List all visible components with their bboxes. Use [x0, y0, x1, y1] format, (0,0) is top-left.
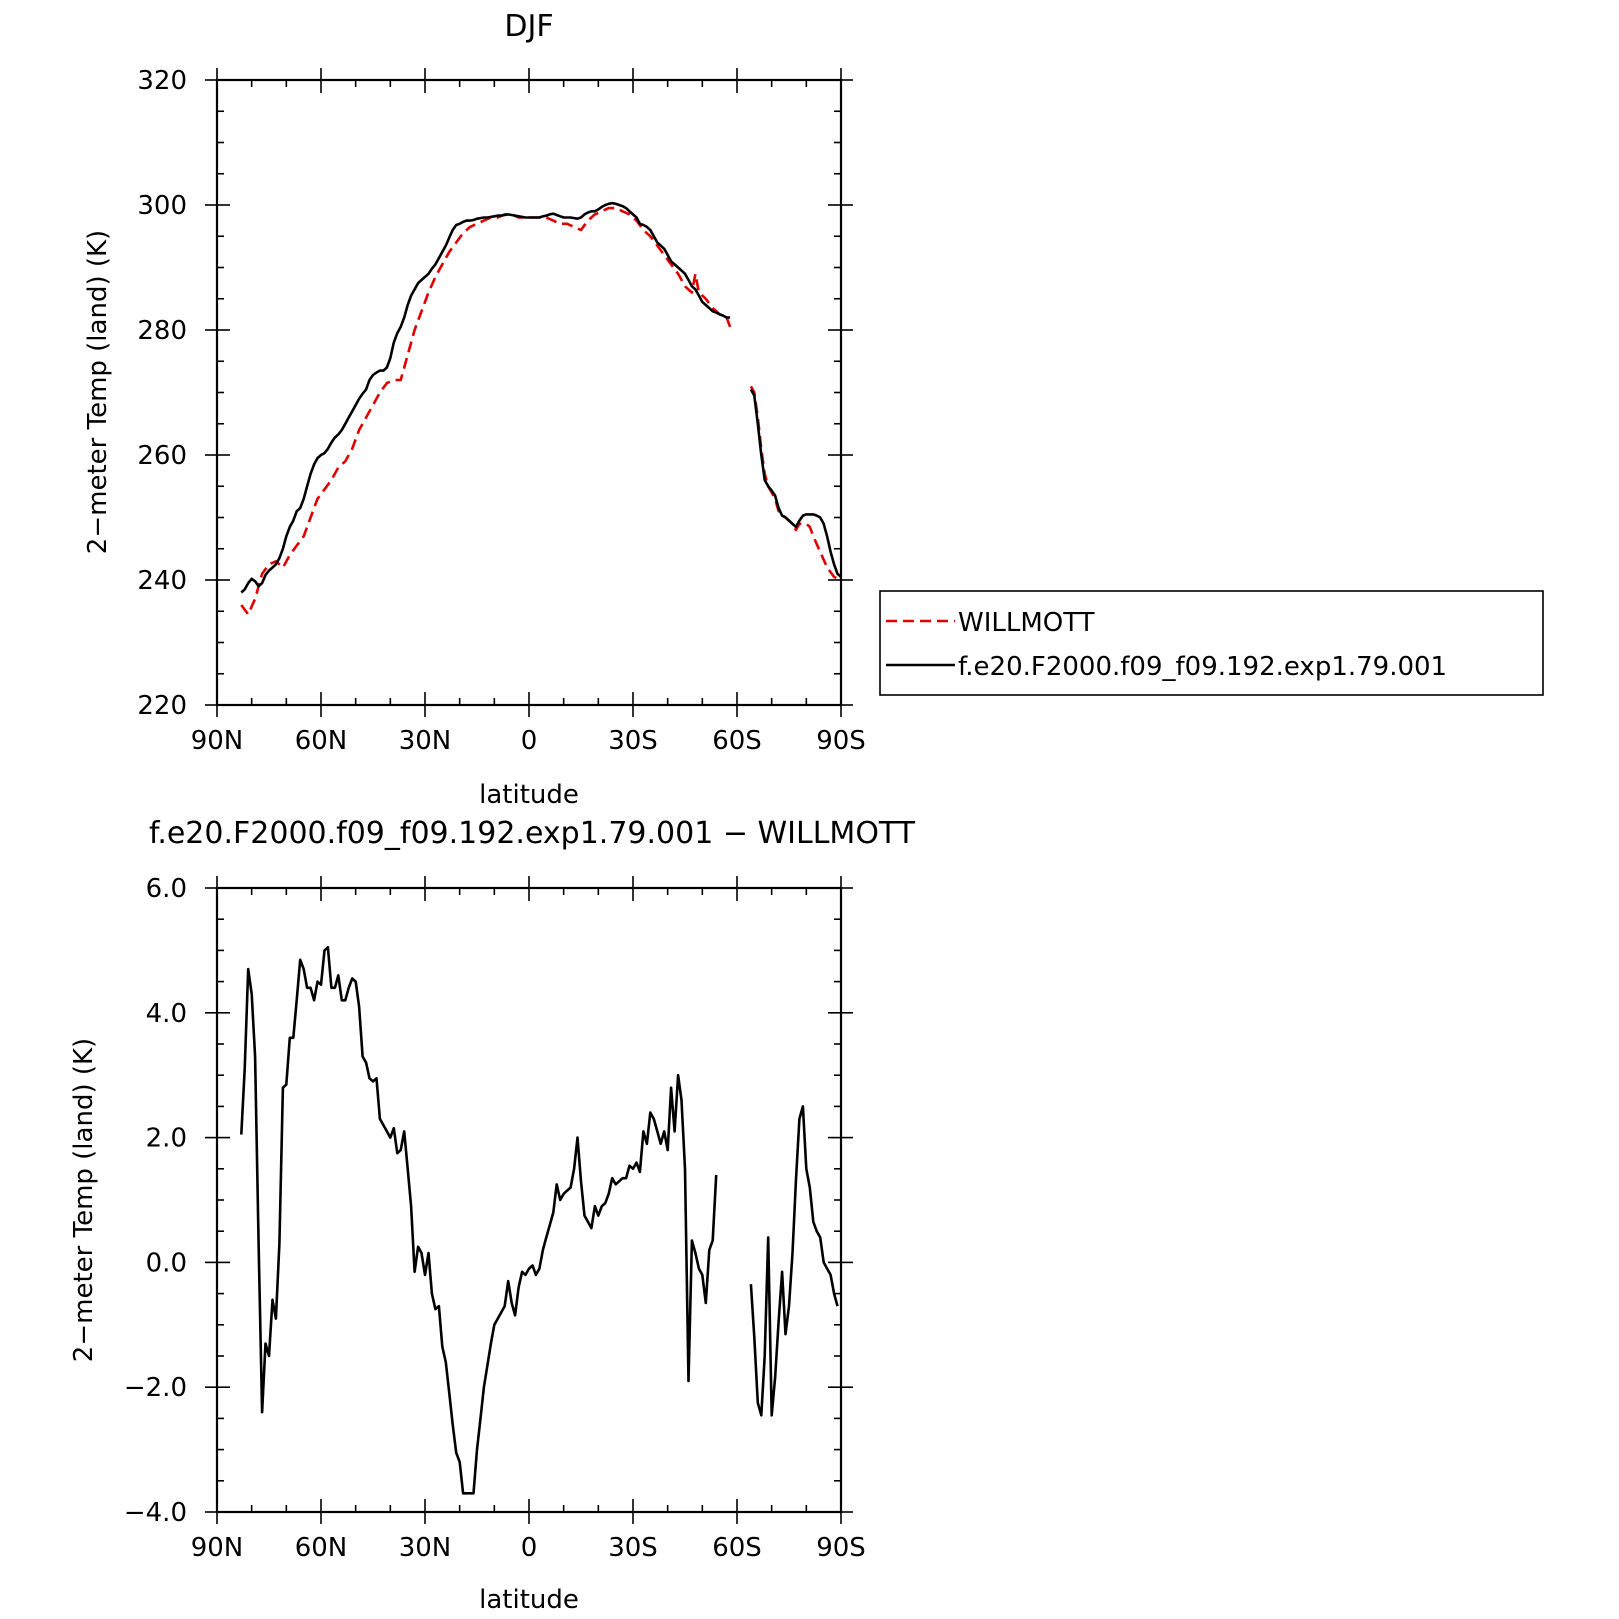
top-x-tick-label: 0: [521, 726, 538, 756]
bottom-x-tick-label: 0: [521, 1533, 538, 1563]
bottom-y-tick-label: 2.0: [146, 1124, 187, 1154]
bottom-series-0-line-0: [240, 946, 718, 1495]
top-series-0-line-1: [749, 385, 842, 582]
bottom-plot-series: [240, 946, 839, 1495]
top-y-tick-label: 220: [137, 691, 187, 721]
top-y-tick-label: 260: [137, 441, 187, 471]
top-x-tick-label: 60N: [295, 726, 348, 756]
bottom-series-0-line-1: [749, 1105, 839, 1417]
bottom-x-tick-label: 30N: [399, 1533, 452, 1563]
top-plot-ticks: 90N 60N 30N 0 30S 60S 90S 220 240 260 280 300 320: [137, 66, 865, 756]
legend-label-model: f.e20.F2000.f09_f09.192.exp1.79.001: [958, 652, 1447, 682]
top-x-tick-label: 90S: [816, 726, 866, 756]
bottom-y-tick-label: −4.0: [124, 1498, 187, 1528]
top-x-tick-label: 60S: [712, 726, 762, 756]
bottom-plot-title: f.e20.F2000.f09_f09.192.exp1.79.001 − WI…: [149, 816, 916, 851]
legend-box: [879, 590, 1544, 696]
top-x-tick-label: 30N: [399, 726, 452, 756]
bottom-y-tick-label: −2.0: [124, 1373, 187, 1403]
top-series-1-line-0: [240, 201, 731, 594]
bottom-y-tick-label: 6.0: [146, 874, 187, 904]
legend: WILLMOTT f.e20.F2000.f09_f09.192.exp1.79…: [879, 590, 1544, 696]
top-y-tick-label: 320: [137, 66, 187, 96]
bottom-x-tick-label: 30S: [608, 1533, 658, 1563]
bottom-x-tick-label: 60S: [712, 1533, 762, 1563]
top-plot-frame: [215, 78, 843, 707]
top-y-tick-label: 300: [137, 191, 187, 221]
bottom-x-tick-label: 90N: [191, 1533, 244, 1563]
top-series-1-line-1: [749, 388, 842, 578]
top-x-tick-label: 90N: [191, 726, 244, 756]
top-y-tick-label: 240: [137, 566, 187, 596]
top-plot-x-axis-label: latitude: [479, 780, 579, 810]
bottom-plot-ticks: 90N 60N 30N 0 30S 60S 90S −4.0 −2.0 0.0 2.0 4.0 6.0: [124, 874, 866, 1563]
top-plot-y-axis-label: 2−meter Temp (land) (K): [83, 230, 113, 554]
top-plot: DJF 90N 60N 30N 0 30S 60S 90S 220 240 260 280 300 32…: [83, 9, 1544, 810]
top-series-0-line-0: [240, 206, 732, 616]
bottom-x-tick-label: 90S: [816, 1533, 866, 1563]
top-x-tick-label: 30S: [608, 726, 658, 756]
bottom-x-tick-label: 60N: [295, 1533, 348, 1563]
bottom-plot-x-axis-label: latitude: [479, 1585, 579, 1615]
top-plot-title: DJF: [504, 9, 553, 44]
bottom-plot-frame: [215, 886, 843, 1514]
top-plot-series: [240, 201, 842, 616]
bottom-y-tick-label: 4.0: [146, 999, 187, 1029]
bottom-plot-y-axis-label: 2−meter Temp (land) (K): [69, 1038, 99, 1362]
top-y-tick-label: 280: [137, 316, 187, 346]
bottom-plot: f.e20.F2000.f09_f09.192.exp1.79.001 − WI…: [69, 816, 916, 1615]
legend-label-willmott: WILLMOTT: [958, 608, 1095, 638]
bottom-y-tick-label: 0.0: [146, 1248, 187, 1278]
